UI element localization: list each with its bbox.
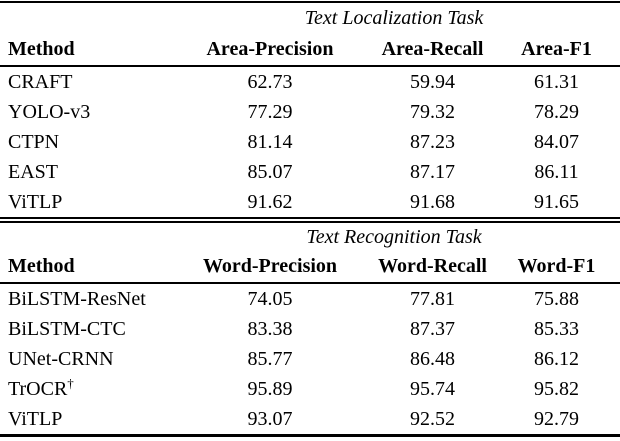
method-cell: UNet-CRNN — [8, 347, 114, 370]
value-cell: 85.33 — [534, 317, 580, 340]
value-cell: 59.94 — [410, 70, 455, 93]
value-cell: 91.68 — [410, 190, 455, 213]
table-row-vitlp-recognition: ViTLP 93.07 92.52 92.79 — [0, 404, 620, 436]
value-cell: 81.14 — [247, 130, 293, 153]
column-header-word-recall: Word-Recall — [378, 255, 487, 277]
value-cell: 87.23 — [410, 130, 455, 153]
value-cell: 87.17 — [410, 160, 455, 183]
value-cell: 95.82 — [534, 377, 580, 400]
recognition-task-title: Text Recognition Task — [306, 225, 482, 248]
method-cell: CTPN — [8, 130, 60, 153]
column-header-method: Method — [8, 255, 75, 277]
column-header-area-recall: Area-Recall — [381, 38, 484, 60]
value-cell: 95.89 — [247, 377, 293, 400]
value-cell: 85.77 — [247, 347, 293, 370]
value-cell: 86.48 — [410, 347, 455, 370]
value-cell: 79.32 — [410, 100, 455, 123]
value-cell: 74.05 — [247, 287, 293, 310]
table-row-bilstm-ctc: BiLSTM-CTC 83.38 87.37 85.33 — [0, 314, 620, 344]
double-rule-divider — [0, 217, 620, 223]
value-cell: 92.52 — [410, 407, 455, 430]
divider-cell — [0, 217, 620, 223]
value-cell: 86.11 — [534, 160, 579, 183]
value-cell: 92.79 — [534, 407, 580, 430]
column-header-method: Method — [8, 38, 75, 60]
table-row-unet-crnn: UNet-CRNN 85.77 86.48 86.12 — [0, 344, 620, 374]
table-row-east: EAST 85.07 87.17 86.11 — [0, 157, 620, 187]
value-cell: 95.74 — [410, 377, 455, 400]
method-cell: BiLSTM-ResNet — [8, 287, 146, 310]
value-cell: 61.31 — [534, 70, 580, 93]
table-row-yolo-v3: YOLO-v3 77.29 79.32 78.29 — [0, 97, 620, 127]
value-cell: 77.81 — [410, 287, 455, 310]
method-cell: EAST — [8, 160, 58, 183]
method-cell: CRAFT — [8, 70, 73, 93]
method-label: TrOCR — [8, 377, 68, 400]
value-cell: 83.38 — [247, 317, 293, 340]
localization-task-title: Text Localization Task — [304, 7, 484, 29]
dagger-superscript: † — [67, 374, 74, 390]
value-cell: 84.07 — [534, 130, 580, 153]
column-header-word-precision: Word-Precision — [202, 255, 338, 277]
recognition-task-title-row: Text Recognition Task — [0, 222, 620, 251]
method-cell: ViTLP — [8, 190, 63, 213]
value-cell: 62.73 — [247, 70, 293, 93]
column-header-word-f1: Word-F1 — [517, 255, 596, 277]
table-row-bilstm-resnet: BiLSTM-ResNet 74.05 77.81 75.88 — [0, 283, 620, 314]
value-cell: 93.07 — [247, 407, 293, 430]
column-header-area-precision: Area-Precision — [206, 38, 334, 60]
localization-task-title-row: Text Localization Task — [0, 2, 620, 34]
value-cell: 91.65 — [534, 190, 580, 213]
recognition-header-row: Method Word-Precision Word-Recall Word-F… — [0, 251, 620, 283]
value-cell: 77.29 — [247, 100, 293, 123]
table-row-trocr: TrOCR† 95.89 95.74 95.82 — [0, 374, 620, 404]
method-cell: BiLSTM-CTC — [8, 317, 126, 340]
method-cell: YOLO-v3 — [8, 100, 91, 123]
table-row-ctpn: CTPN 81.14 87.23 84.07 — [0, 127, 620, 157]
table-row-craft: CRAFT 62.73 59.94 61.31 — [0, 66, 620, 97]
table-row-vitlp-localization: ViTLP 91.62 91.68 91.65 — [0, 187, 620, 218]
value-cell: 87.37 — [410, 317, 455, 340]
spacer-cell — [0, 2, 190, 34]
value-cell: 86.12 — [534, 347, 580, 370]
value-cell: 85.07 — [247, 160, 293, 183]
column-header-area-f1: Area-F1 — [521, 38, 592, 60]
spacer-cell — [0, 222, 190, 251]
method-cell: TrOCR† — [0, 374, 190, 404]
value-cell: 75.88 — [534, 287, 580, 310]
method-cell: ViTLP — [8, 407, 63, 430]
value-cell: 78.29 — [534, 100, 580, 123]
localization-header-row: Method Area-Precision Area-Recall Area-F… — [0, 34, 620, 66]
value-cell: 91.62 — [247, 190, 293, 213]
